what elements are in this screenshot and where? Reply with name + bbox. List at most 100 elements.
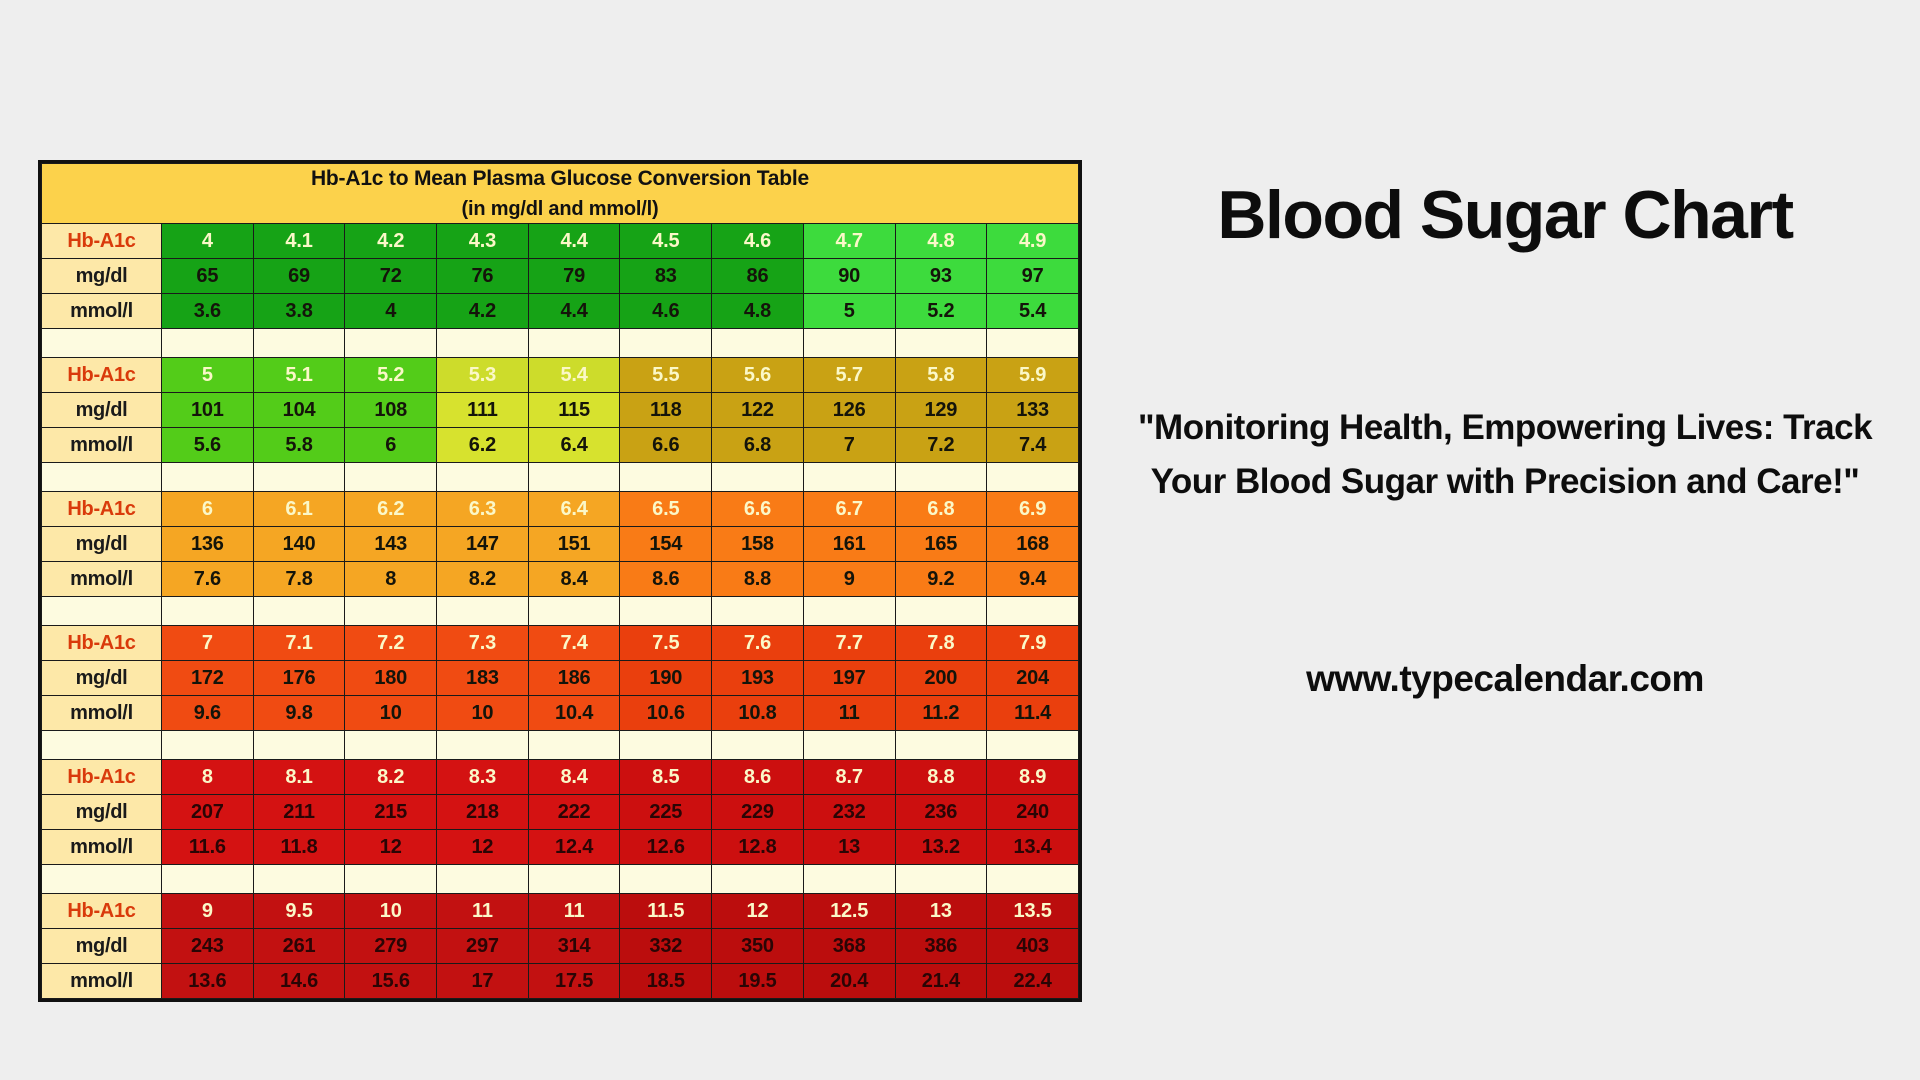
table-cell: 6	[161, 491, 254, 528]
table-cell: 403	[986, 928, 1079, 965]
table-cell: 240	[986, 794, 1079, 831]
table-row: mmol/l 13.6 14.6 15.6 17 17.5 18.5 19.5 20.4 21.4…	[41, 963, 1079, 1000]
table-cell: 93	[894, 258, 988, 295]
spacer-cell	[344, 864, 438, 895]
table-spacer-row	[41, 596, 1079, 627]
spacer-cell	[802, 596, 896, 627]
table-cell: 3.8	[252, 293, 346, 330]
right-text-panel: Blood Sugar Chart "Monitoring Health, Em…	[1110, 179, 1900, 700]
spacer-cell	[527, 328, 621, 359]
table-cell: 5.4	[986, 293, 1079, 330]
table-cell: 386	[894, 928, 988, 965]
table-cell: 5.2	[894, 293, 988, 330]
table-cell: 4.9	[986, 223, 1079, 260]
table-cell: 7.2	[894, 427, 988, 464]
table-cell: 7.6	[161, 561, 254, 598]
table-cell: 5	[802, 293, 896, 330]
table-cell: 8.4	[527, 759, 621, 796]
table-cell: 9.5	[252, 893, 346, 930]
table-cell: 4.8	[894, 223, 988, 260]
table-cell: 104	[252, 392, 346, 429]
table-row: mg/dl 101 104 108 111 115 118 122 126 129 133	[41, 392, 1079, 429]
table-cell: 4.4	[527, 223, 621, 260]
table-cell: 10	[344, 695, 438, 732]
spacer-cell	[986, 730, 1079, 761]
spacer-cell	[894, 864, 988, 895]
table-cell: 10	[344, 893, 438, 930]
table-cell: 172	[161, 660, 254, 697]
table-cell: 19.5	[711, 963, 804, 1000]
table-cell: 5.3	[436, 357, 529, 394]
table-subtitle-text: (in mg/dl and mmol/l)	[461, 197, 659, 220]
table-cell: 97	[986, 258, 1079, 295]
table-cell: 5.5	[619, 357, 713, 394]
table-cell: 211	[252, 794, 346, 831]
table-row: mg/dl 65 69 72 76 79 83 86 90 93 97	[41, 258, 1079, 295]
row-label-a1c: Hb-A1c	[41, 357, 162, 394]
spacer-label-cell	[41, 730, 162, 761]
table-cell: 6.6	[711, 491, 804, 528]
table-cell: 9.2	[894, 561, 988, 598]
spacer-label-cell	[41, 328, 162, 359]
table-cell: 151	[527, 526, 621, 563]
table-spacer-row	[41, 328, 1079, 359]
site-url[interactable]: www.typecalendar.com	[1306, 657, 1704, 699]
table-row: mmol/l 9.6 9.8 10 10 10.4 10.6 10.8 11 11.2 11.4	[41, 695, 1079, 732]
table-cell: 122	[711, 392, 804, 429]
table-cell: 69	[252, 258, 346, 295]
table-cell: 8.8	[894, 759, 988, 796]
table-cell: 9.6	[161, 695, 254, 732]
table-cell: 13	[802, 829, 896, 866]
table-cell: 200	[894, 660, 988, 697]
table-row: Hb-A1c 7 7.1 7.2 7.3 7.4 7.5 7.6 7.7 7.8 7.9	[41, 625, 1079, 662]
spacer-cell	[252, 596, 346, 627]
conversion-table-panel: Hb-A1c to Mean Plasma Glucose Conversion…	[38, 160, 1082, 1003]
table-cell: 72	[344, 258, 438, 295]
table-cell: 14.6	[252, 963, 346, 1000]
table-cell: 140	[252, 526, 346, 563]
table-row: mmol/l 3.6 3.8 4 4.2 4.4 4.6 4.8 5 5.2 5.4	[41, 293, 1079, 330]
table-spacer-row	[41, 864, 1079, 895]
table-cell: 12.4	[527, 829, 621, 866]
table-cell: 12.6	[619, 829, 713, 866]
table-row: Hb-A1c 5 5.1 5.2 5.3 5.4 5.5 5.6 5.7 5.8 5.9	[41, 357, 1079, 394]
table-cell: 15.6	[344, 963, 438, 1000]
spacer-cell	[711, 730, 804, 761]
table-cell: 8	[161, 759, 254, 796]
table-cell: 8.4	[527, 561, 621, 598]
table-cell: 4.3	[436, 223, 529, 260]
row-label-mmoll: mmol/l	[41, 561, 162, 598]
table-cell: 6.6	[619, 427, 713, 464]
table-cell: 8	[344, 561, 438, 598]
table-cell: 243	[161, 928, 254, 965]
spacer-cell	[619, 730, 713, 761]
table-cell: 20.4	[802, 963, 896, 1000]
table-cell: 11.2	[894, 695, 988, 732]
table-cell: 229	[711, 794, 804, 831]
table-cell: 7.9	[986, 625, 1079, 662]
table-title-cell: Hb-A1c to Mean Plasma Glucose Conversion…	[41, 162, 1079, 225]
table-row: mg/dl 136 140 143 147 151 154 158 161 165 168	[41, 526, 1079, 563]
table-cell: 13.2	[894, 829, 988, 866]
table-cell: 8.6	[619, 561, 713, 598]
table-cell: 6.9	[986, 491, 1079, 528]
spacer-cell	[344, 596, 438, 627]
table-cell: 8.2	[344, 759, 438, 796]
spacer-cell	[619, 596, 713, 627]
table-cell: 126	[802, 392, 896, 429]
spacer-cell	[619, 462, 713, 493]
table-cell: 6.5	[619, 491, 713, 528]
table-cell: 111	[436, 392, 529, 429]
table-cell: 236	[894, 794, 988, 831]
table-cell: 9	[161, 893, 254, 930]
spacer-cell	[894, 596, 988, 627]
spacer-cell	[619, 328, 713, 359]
table-cell: 4.2	[436, 293, 529, 330]
table-row: Hb-A1c 6 6.1 6.2 6.3 6.4 6.5 6.6 6.7 6.8 6.9	[41, 491, 1079, 528]
table-cell: 12.5	[802, 893, 896, 930]
table-cell: 7	[802, 427, 896, 464]
table-cell: 222	[527, 794, 621, 831]
table-cell: 215	[344, 794, 438, 831]
table-row: mg/dl 172 176 180 183 186 190 193 197 200 204	[41, 660, 1079, 697]
